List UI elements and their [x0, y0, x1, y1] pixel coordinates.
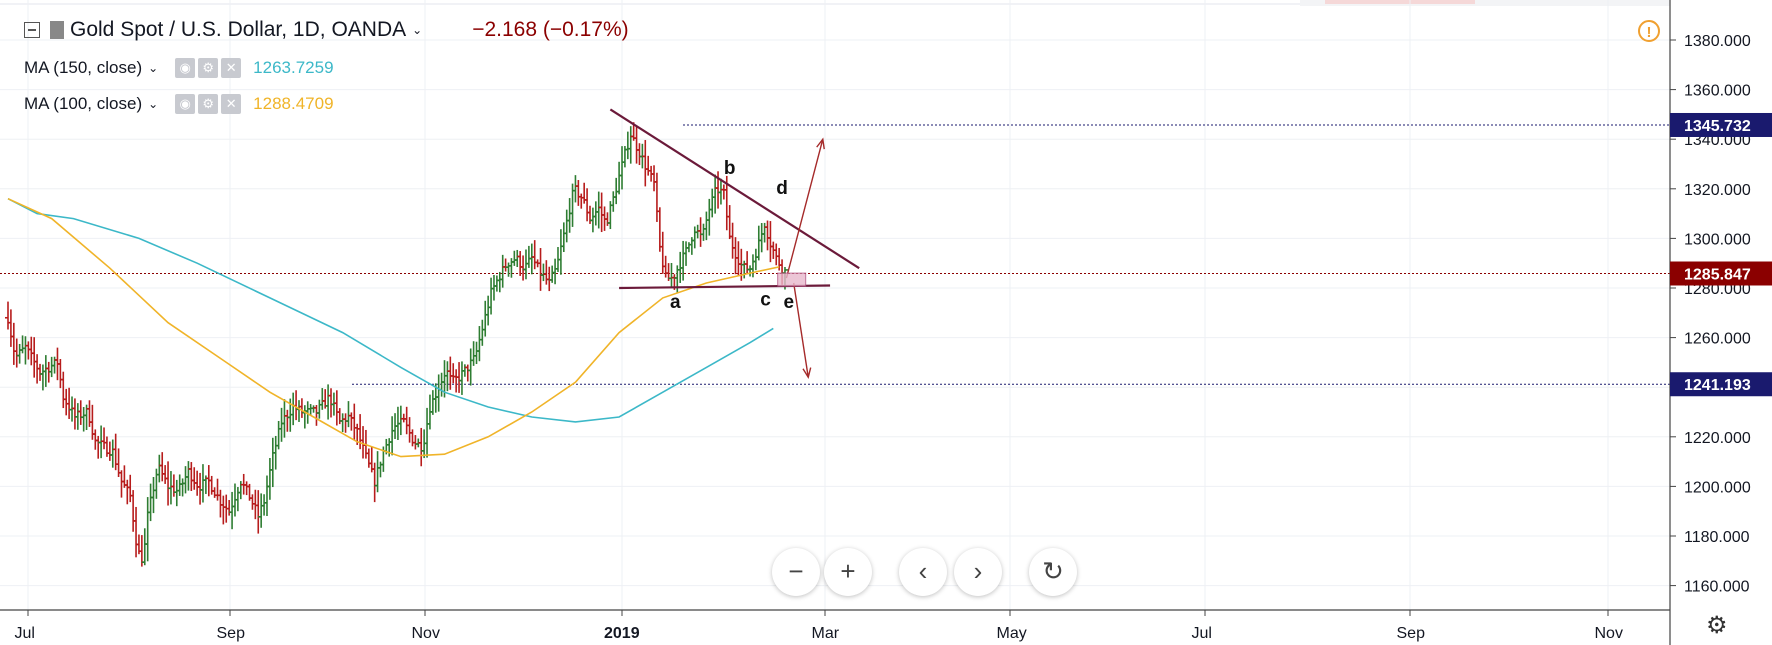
highlight-box — [777, 272, 807, 287]
price-marker-label: 1345.732 — [1684, 118, 1751, 135]
time-tick-label: Jul — [15, 625, 35, 642]
time-tick-label: 2019 — [604, 625, 640, 642]
reset-icon: ↻ — [1042, 556, 1064, 586]
top-toolbar-edge — [1300, 0, 1772, 6]
time-tick-label: Mar — [812, 625, 840, 642]
indicator-ma150: MA (150, close) ⌄ ◉ ⚙ ✕ 1263.7259 — [24, 58, 334, 78]
chart-grid — [0, 0, 1772, 610]
wave-label-d: d — [776, 178, 788, 199]
flag-icon[interactable] — [50, 21, 64, 39]
zoom-in-button[interactable]: + — [824, 548, 872, 596]
reset-chart-button[interactable]: ↻ — [1029, 548, 1077, 596]
time-tick-label: Sep — [217, 625, 246, 642]
scroll-left-button[interactable]: ‹ — [899, 548, 947, 596]
price-tick-label: 1300.000 — [1684, 231, 1751, 248]
price-tick-label: 1360.000 — [1684, 83, 1751, 100]
price-change: −2.168 (−0.17%) — [472, 18, 629, 41]
price-marker-badge — [1670, 112, 1772, 137]
chevron-right-icon: › — [973, 556, 983, 586]
plot-area — [0, 0, 1670, 610]
indicator-label[interactable]: MA (100, close) — [24, 94, 143, 113]
price-tick-label: 1200.000 — [1684, 479, 1751, 496]
indicator-label[interactable]: MA (150, close) — [24, 58, 143, 77]
price-marker-badge — [1670, 261, 1772, 286]
chevron-left-icon: ‹ — [918, 556, 928, 586]
chevron-down-icon[interactable]: ⌄ — [412, 23, 423, 37]
breakout-arrow-up-head — [816, 137, 825, 150]
time-tick-label: May — [997, 625, 1027, 642]
zoom-out-button[interactable]: − — [772, 548, 820, 596]
warning-icon[interactable]: ! — [1638, 20, 1660, 42]
minus-icon: − — [788, 556, 804, 586]
breakdown-arrow-down-head — [802, 367, 812, 380]
price-tick-label: 1320.000 — [1684, 182, 1751, 199]
close-icon[interactable]: ✕ — [221, 94, 242, 114]
breakout-arrow-up — [785, 139, 824, 279]
gear-icon[interactable]: ⚙ — [198, 94, 219, 114]
price-tick-label: 1260.000 — [1684, 331, 1751, 348]
triangle-upper-line — [609, 108, 860, 270]
price-axis[interactable]: 1380.0001360.0001340.0001320.0001300.000… — [1669, 0, 1772, 645]
indicator-value: 1263.7259 — [253, 58, 334, 77]
price-tick-label: 1220.000 — [1684, 430, 1751, 447]
pattern-drawings: a b c d e — [609, 108, 860, 380]
ohlc-bars — [5, 122, 788, 567]
chart-header: Gold Spot / U.S. Dollar, 1D, OANDA ⌄ −2.… — [24, 18, 629, 42]
eye-icon[interactable]: ◉ — [175, 94, 196, 114]
ma100-line — [7, 197, 780, 458]
chevron-down-icon[interactable]: ⌄ — [148, 61, 159, 75]
scroll-right-button[interactable]: › — [954, 548, 1002, 596]
breakdown-arrow-down — [793, 282, 809, 378]
collapse-icon[interactable] — [24, 22, 40, 38]
wave-label-b: b — [724, 158, 736, 179]
price-scale-area — [1670, 0, 1772, 645]
reference-lines — [0, 124, 1670, 385]
gear-icon[interactable]: ⚙ — [198, 58, 219, 78]
time-tick-label: Nov — [1595, 625, 1623, 642]
plus-icon: + — [840, 556, 856, 586]
wave-label-c: c — [760, 289, 771, 310]
time-axis[interactable]: Jul Sep Nov 2019 Mar May Jul Sep Nov — [0, 609, 1670, 642]
time-tick-label: Sep — [1397, 625, 1426, 642]
wave-label-e: e — [784, 292, 795, 313]
eye-icon[interactable]: ◉ — [175, 58, 196, 78]
ma150-line — [7, 197, 774, 423]
moving-average-lines — [7, 197, 780, 458]
indicator-ma100: MA (100, close) ⌄ ◉ ⚙ ✕ 1288.4709 — [24, 94, 334, 114]
indicator-value: 1288.4709 — [253, 94, 334, 113]
chevron-down-icon[interactable]: ⌄ — [148, 97, 159, 111]
price-tick-label: 1380.000 — [1684, 33, 1751, 50]
close-icon[interactable]: ✕ — [221, 58, 242, 78]
price-marker-badge — [1670, 372, 1772, 397]
top-toolbar-marker — [1325, 0, 1475, 4]
price-marker-label: 1285.847 — [1684, 266, 1751, 283]
price-tick-label: 1180.000 — [1684, 529, 1750, 546]
time-tick-label: Jul — [1192, 625, 1212, 642]
wave-label-a: a — [670, 292, 681, 313]
price-tick-label: 1160.000 — [1684, 579, 1750, 596]
price-marker-label: 1241.193 — [1684, 377, 1751, 394]
settings-icon[interactable]: ⚙ — [1706, 612, 1728, 639]
symbol-title[interactable]: Gold Spot / U.S. Dollar, 1D, OANDA — [70, 18, 407, 41]
time-tick-label: Nov — [412, 625, 440, 642]
